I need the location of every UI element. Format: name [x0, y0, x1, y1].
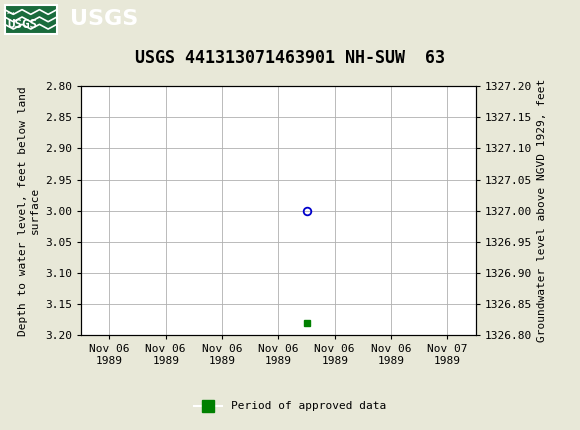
FancyBboxPatch shape — [5, 5, 57, 34]
Text: USGS: USGS — [70, 9, 138, 29]
Text: ~
USGS: ~ USGS — [7, 6, 37, 31]
Legend: Period of approved data: Period of approved data — [190, 397, 390, 416]
Y-axis label: Groundwater level above NGVD 1929, feet: Groundwater level above NGVD 1929, feet — [538, 79, 548, 342]
Text: USGS 441313071463901 NH-SUW  63: USGS 441313071463901 NH-SUW 63 — [135, 49, 445, 67]
Y-axis label: Depth to water level, feet below land
surface: Depth to water level, feet below land su… — [18, 86, 39, 335]
